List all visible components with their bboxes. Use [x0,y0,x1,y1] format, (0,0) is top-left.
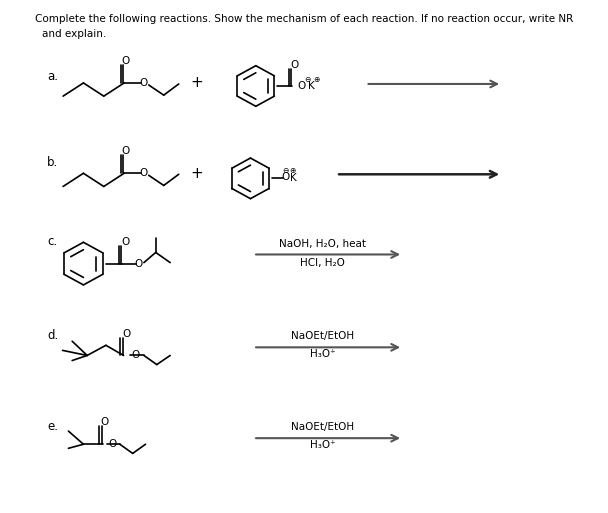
Text: O: O [290,60,299,70]
Text: O: O [122,146,130,156]
Text: ⊕: ⊕ [289,166,295,175]
Text: ⊕: ⊕ [314,75,320,85]
Text: O: O [101,417,109,427]
Text: O: O [139,78,148,88]
Text: O: O [123,329,131,339]
Text: NaOEt/EtOH: NaOEt/EtOH [291,422,354,432]
Text: O: O [297,81,305,91]
Text: H₃O⁺: H₃O⁺ [310,440,336,450]
Text: +: + [190,75,203,90]
Text: H₃O⁺: H₃O⁺ [310,349,336,360]
Text: e.: e. [47,420,58,433]
Text: K: K [290,173,297,183]
Text: ⊖: ⊖ [304,75,311,85]
Text: O: O [121,238,130,247]
Text: O: O [108,439,117,449]
Text: b.: b. [47,156,58,169]
Text: and explain.: and explain. [42,29,106,39]
Text: K: K [308,81,315,91]
Text: O: O [134,259,143,269]
Text: O: O [281,172,289,182]
Text: O: O [131,350,139,361]
Text: c.: c. [47,235,57,248]
Text: NaOEt/EtOH: NaOEt/EtOH [291,331,354,341]
Text: ⊖: ⊖ [282,166,288,175]
Text: O: O [122,55,130,66]
Text: O: O [139,168,148,179]
Text: +: + [190,166,203,181]
Text: Complete the following reactions. Show the mechanism of each reaction. If no rea: Complete the following reactions. Show t… [35,14,573,24]
Text: HCl, H₂O: HCl, H₂O [300,258,345,268]
Text: a.: a. [47,70,58,83]
Text: NaOH, H₂O, heat: NaOH, H₂O, heat [279,240,366,249]
Text: d.: d. [47,329,58,342]
